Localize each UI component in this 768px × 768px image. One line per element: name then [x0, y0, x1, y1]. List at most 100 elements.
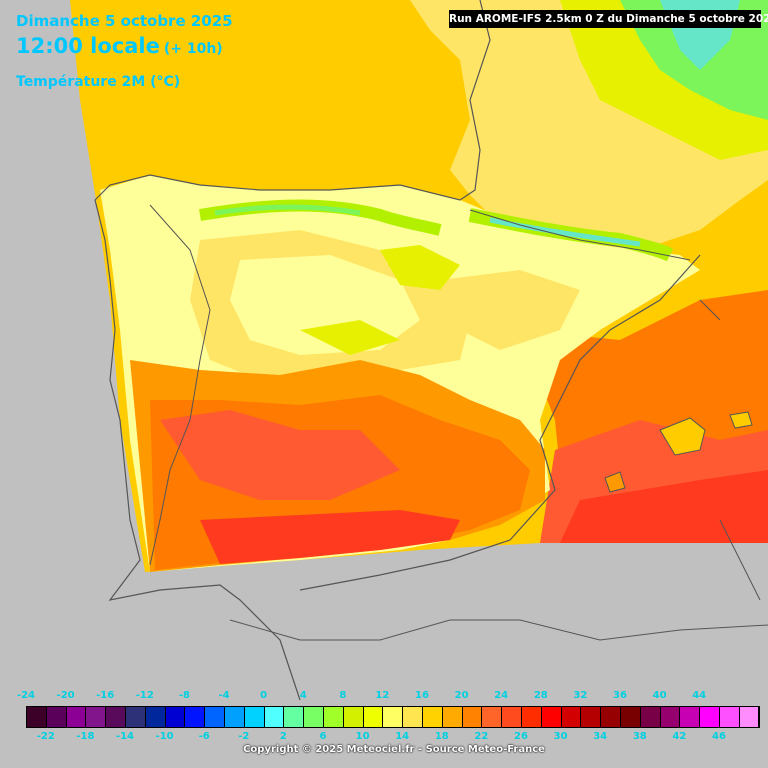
- coastline-west: [94, 199, 301, 701]
- legend-label-top: 32: [573, 690, 588, 701]
- legend-swatch: [502, 707, 522, 727]
- legend-swatch: [581, 707, 602, 727]
- north-africa-coast: [229, 619, 768, 641]
- legend-swatch: [383, 707, 404, 727]
- legend-label-top: 36: [613, 690, 627, 701]
- italy-sardinia: [699, 299, 761, 601]
- legend-label-top: 44: [692, 690, 707, 701]
- legend-swatch: [640, 707, 661, 727]
- legend-label-top: -20: [56, 690, 75, 701]
- legend-swatch: [482, 707, 503, 727]
- forecast-time: 12:00 locale (+ 10h): [16, 34, 223, 58]
- pyrenees-range-core: [489, 217, 641, 247]
- legend-swatch: [561, 707, 582, 727]
- border-portugal: [149, 204, 211, 566]
- legend-swatches: [26, 706, 761, 728]
- legend-label-bottom: 30: [553, 731, 568, 742]
- iberian-system: [380, 245, 460, 290]
- legend-label-top: 28: [533, 690, 548, 701]
- legend-swatch: [66, 707, 87, 727]
- forecast-date: Dimanche 5 octobre 2025: [16, 12, 233, 30]
- legend-swatch: [343, 707, 364, 727]
- island-mallorca: [659, 417, 706, 456]
- legend-label-top: -8: [178, 690, 190, 701]
- legend-label-top: -4: [218, 690, 230, 701]
- legend-label-bottom: 38: [632, 731, 647, 742]
- legend-label-top: -16: [96, 690, 115, 701]
- cantabrian-range-core: [214, 204, 361, 216]
- legend-label-bottom: 26: [514, 731, 528, 742]
- legend-swatch: [264, 707, 285, 727]
- legend-swatch: [363, 707, 384, 727]
- copyright-notice: Copyright © 2025 Meteociel.fr - Source M…: [243, 744, 545, 755]
- ebro-valley: [440, 270, 580, 350]
- legend-swatch: [601, 707, 621, 727]
- legend-swatch: [680, 707, 701, 727]
- south-hottest: [200, 510, 460, 564]
- legend-label-bottom: 34: [593, 731, 608, 742]
- legend-swatch: [106, 707, 126, 727]
- coastline-atlantic: [94, 0, 491, 201]
- legend-label-top: 12: [375, 690, 390, 701]
- border-france-spain: [469, 209, 691, 261]
- legend-label-top: -12: [135, 690, 154, 701]
- legend-swatch: [86, 707, 107, 727]
- legend-label-top: 24: [494, 690, 509, 701]
- sistema-central: [300, 320, 400, 355]
- legend-swatch: [739, 707, 760, 727]
- legend-swatch: [719, 707, 740, 727]
- legend-label-bottom: 18: [434, 731, 449, 742]
- legend-label-top: 16: [415, 690, 429, 701]
- legend-swatch: [125, 707, 146, 727]
- legend-swatch: [521, 707, 542, 727]
- legend-label-bottom: -10: [155, 731, 174, 742]
- legend-label-bottom: 6: [319, 731, 327, 742]
- legend-swatch: [660, 707, 681, 727]
- legend-swatch: [46, 707, 67, 727]
- legend-swatch: [700, 707, 720, 727]
- legend-swatch: [541, 707, 562, 727]
- legend-label-top: 8: [339, 690, 347, 701]
- legend-label-bottom: -22: [36, 731, 55, 742]
- forecast-variable: Température 2M (°C): [16, 74, 181, 90]
- legend-swatch: [205, 707, 225, 727]
- legend-swatch: [403, 707, 423, 727]
- legend-swatch: [304, 707, 324, 727]
- coastline-med: [299, 254, 701, 591]
- legend-swatch: [165, 707, 186, 727]
- legend-label-bottom: 42: [672, 731, 687, 742]
- legend-swatch: [185, 707, 206, 727]
- color-scale-legend: -24 -20 -16 -12 -8 -4 0 4 8 12 16 20 24 28 32 36 40 44 -22…: [0, 688, 768, 758]
- legend-label-bottom: -6: [198, 731, 210, 742]
- legend-label-bottom: -14: [115, 731, 135, 742]
- legend-label-bottom: 14: [395, 731, 410, 742]
- south-hotter: [160, 410, 400, 500]
- legend-label-bottom: 22: [474, 731, 489, 742]
- legend-label-bottom: 46: [712, 731, 726, 742]
- legend-label-bottom: -2: [238, 731, 250, 742]
- legend-swatch: [422, 707, 443, 727]
- run-info-banner: Run AROME-IFS 2.5km 0 Z du Dimanche 5 oc…: [449, 10, 768, 28]
- legend-swatch: [244, 707, 265, 727]
- legend-swatch: [323, 707, 344, 727]
- forecast-time-value: 12:00 locale: [16, 34, 160, 58]
- legend-label-top: 4: [299, 690, 307, 701]
- legend-swatch: [145, 707, 166, 727]
- legend-swatch: [27, 707, 47, 727]
- forecast-offset: (+ 10h): [163, 41, 223, 57]
- legend-label-top: 0: [260, 690, 268, 701]
- island-ibiza: [604, 471, 626, 493]
- legend-swatch: [284, 707, 305, 727]
- legend-label-bottom: -18: [76, 731, 95, 742]
- sea-hotter-south: [560, 470, 768, 543]
- legend-swatch: [620, 707, 641, 727]
- legend-swatch: [442, 707, 463, 727]
- legend-swatch: [462, 707, 483, 727]
- island-menorca: [729, 411, 753, 429]
- legend-label-top: 40: [652, 690, 667, 701]
- legend-label-top: -24: [16, 690, 36, 701]
- legend-label-top: 20: [454, 690, 469, 701]
- legend-swatch: [224, 707, 245, 727]
